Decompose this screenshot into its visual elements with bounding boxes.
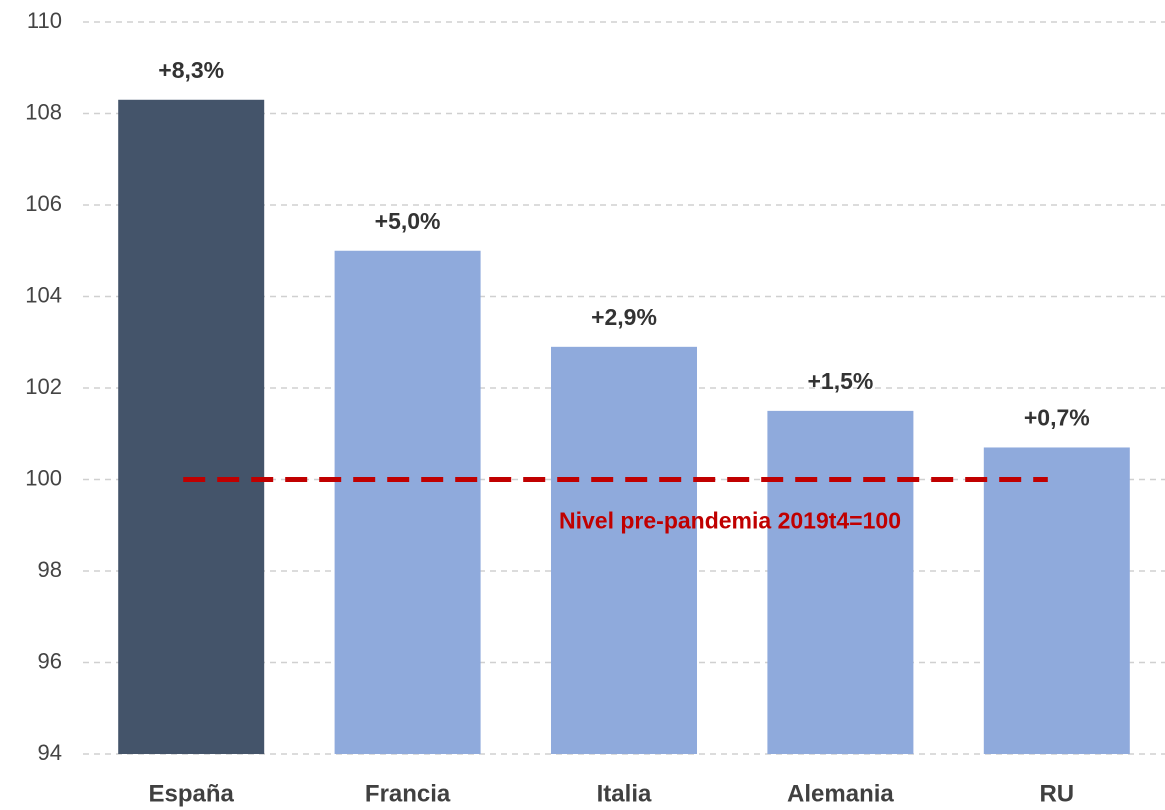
x-tick-label: Alemania — [787, 780, 894, 807]
data-label: +2,9% — [591, 304, 657, 330]
data-label: +8,3% — [158, 57, 224, 83]
bar — [334, 250, 481, 754]
bar — [767, 410, 914, 754]
y-tick-label: 106 — [25, 191, 62, 216]
data-label: +0,7% — [1024, 405, 1090, 431]
x-tick-label: RU — [1039, 780, 1074, 807]
bar — [551, 346, 697, 754]
x-tick-label: Italia — [597, 780, 652, 807]
data-label: +1,5% — [807, 368, 873, 394]
y-tick-label: 110 — [27, 8, 62, 33]
y-tick-label: 94 — [38, 740, 62, 765]
y-tick-label: 104 — [25, 282, 62, 307]
bar — [983, 447, 1130, 754]
reference-label: Nivel pre-pandemia 2019t4=100 — [559, 508, 901, 534]
y-tick-label: 102 — [25, 374, 62, 399]
x-tick-label: Francia — [365, 780, 451, 807]
y-tick-label: 98 — [38, 557, 62, 582]
data-label: +5,0% — [375, 208, 441, 234]
bar — [118, 99, 265, 754]
y-tick-label: 100 — [25, 465, 62, 490]
y-tick-label: 96 — [38, 648, 62, 673]
y-tick-label: 108 — [25, 99, 62, 124]
x-tick-label: España — [149, 780, 235, 807]
